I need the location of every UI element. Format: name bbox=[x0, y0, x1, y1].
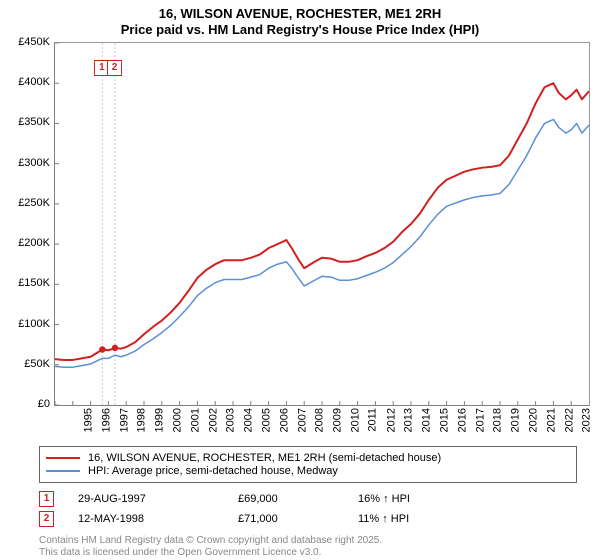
x-tick-label: 2022 bbox=[563, 408, 575, 432]
transaction-row: 1 29-AUG-1997 £69,000 16% ↑ HPI bbox=[39, 491, 579, 507]
x-tick-label: 2020 bbox=[527, 408, 539, 432]
x-tick-label: 2019 bbox=[510, 408, 522, 432]
x-tick-label: 2021 bbox=[545, 408, 557, 432]
x-tick-label: 2002 bbox=[207, 408, 219, 432]
legend-row: 16, WILSON AVENUE, ROCHESTER, ME1 2RH (s… bbox=[46, 452, 570, 464]
chart-container: 16, WILSON AVENUE, ROCHESTER, ME1 2RH Pr… bbox=[0, 0, 600, 560]
x-tick-label: 2018 bbox=[492, 408, 504, 432]
footer-line-2: This data is licensed under the Open Gov… bbox=[39, 547, 382, 559]
x-tick-label: 1996 bbox=[100, 408, 112, 432]
x-tick-label: 2004 bbox=[243, 408, 255, 432]
x-tick-label: 2007 bbox=[296, 408, 308, 432]
transaction-marker-2: 2 bbox=[39, 511, 54, 527]
x-tick-label: 2009 bbox=[332, 408, 344, 432]
transaction-delta: 11% ↑ HPI bbox=[358, 513, 478, 525]
title-line-1: 16, WILSON AVENUE, ROCHESTER, ME1 2RH bbox=[0, 6, 600, 22]
transaction-row: 2 12-MAY-1998 £71,000 11% ↑ HPI bbox=[39, 511, 579, 527]
legend-swatch-series-2 bbox=[46, 470, 80, 472]
legend-label-series-2: HPI: Average price, semi-detached house,… bbox=[88, 465, 338, 477]
x-tick-label: 2003 bbox=[225, 408, 237, 432]
x-tick-label: 2008 bbox=[314, 408, 326, 432]
plot-area bbox=[54, 42, 590, 406]
y-tick-label: £300K bbox=[4, 157, 50, 169]
x-tick-label: 2006 bbox=[278, 408, 290, 432]
y-tick-label: £100K bbox=[4, 318, 50, 330]
legend: 16, WILSON AVENUE, ROCHESTER, ME1 2RH (s… bbox=[39, 446, 577, 483]
transaction-date: 29-AUG-1997 bbox=[78, 493, 238, 505]
y-tick-label: £150K bbox=[4, 277, 50, 289]
plot-svg bbox=[55, 43, 589, 405]
x-tick-label: 2015 bbox=[438, 408, 450, 432]
transaction-price: £71,000 bbox=[238, 513, 358, 525]
x-tick-label: 2014 bbox=[421, 408, 433, 432]
title-block: 16, WILSON AVENUE, ROCHESTER, ME1 2RH Pr… bbox=[0, 0, 600, 39]
transaction-marker-1: 1 bbox=[39, 491, 54, 507]
x-tick-label: 2010 bbox=[349, 408, 361, 432]
y-tick-label: £450K bbox=[4, 36, 50, 48]
x-tick-label: 2016 bbox=[456, 408, 468, 432]
x-tick-label: 1998 bbox=[136, 408, 148, 432]
y-tick-label: £50K bbox=[4, 358, 50, 370]
x-tick-label: 2013 bbox=[403, 408, 415, 432]
x-tick-label: 2000 bbox=[171, 408, 183, 432]
x-tick-label: 2011 bbox=[366, 408, 378, 432]
transaction-delta: 16% ↑ HPI bbox=[358, 493, 478, 505]
legend-label-series-1: 16, WILSON AVENUE, ROCHESTER, ME1 2RH (s… bbox=[88, 452, 441, 464]
y-tick-label: £350K bbox=[4, 116, 50, 128]
legend-row: HPI: Average price, semi-detached house,… bbox=[46, 465, 570, 477]
x-tick-label: 2023 bbox=[581, 408, 593, 432]
x-tick-label: 2005 bbox=[260, 408, 272, 432]
transaction-price: £69,000 bbox=[238, 493, 358, 505]
legend-swatch-series-1 bbox=[46, 457, 80, 459]
x-tick-label: 1997 bbox=[118, 408, 130, 432]
transaction-date: 12-MAY-1998 bbox=[78, 513, 238, 525]
footer: Contains HM Land Registry data © Crown c… bbox=[39, 535, 382, 558]
x-tick-label: 1995 bbox=[82, 408, 94, 432]
x-tick-label: 2017 bbox=[474, 408, 486, 432]
title-line-2: Price paid vs. HM Land Registry's House … bbox=[0, 22, 600, 38]
y-tick-label: £250K bbox=[4, 197, 50, 209]
x-tick-label: 2012 bbox=[385, 408, 397, 432]
y-tick-label: £400K bbox=[4, 76, 50, 88]
footer-line-1: Contains HM Land Registry data © Crown c… bbox=[39, 535, 382, 547]
y-tick-label: £200K bbox=[4, 237, 50, 249]
y-tick-label: £0 bbox=[4, 398, 50, 410]
x-tick-label: 2001 bbox=[189, 408, 201, 432]
x-tick-label: 1999 bbox=[154, 408, 166, 432]
chart-marker-2: 2 bbox=[107, 60, 122, 76]
